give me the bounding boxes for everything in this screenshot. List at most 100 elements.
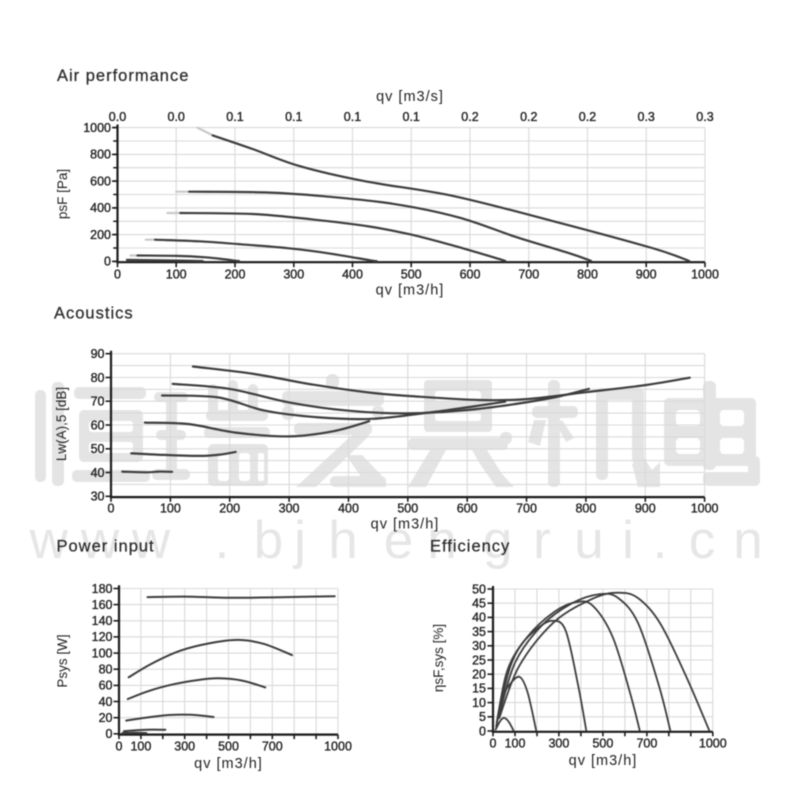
svg-text:Air performance: Air performance — [57, 67, 189, 85]
svg-text:w: w — [29, 511, 69, 570]
svg-text:140: 140 — [92, 614, 113, 628]
svg-text:g: g — [483, 511, 512, 570]
svg-text:25: 25 — [472, 653, 486, 667]
svg-text:100: 100 — [130, 740, 151, 754]
svg-text:500: 500 — [592, 737, 613, 751]
svg-text:0: 0 — [114, 268, 121, 282]
svg-text:60: 60 — [99, 679, 113, 693]
svg-text:160: 160 — [92, 598, 113, 612]
svg-text:b: b — [254, 511, 283, 570]
svg-text:c: c — [689, 511, 716, 570]
svg-text:0.2: 0.2 — [579, 110, 596, 124]
svg-text:qv [m3/s]: qv [m3/s] — [376, 89, 444, 105]
svg-text:0: 0 — [108, 502, 115, 516]
svg-text:300: 300 — [279, 502, 300, 516]
svg-text:0: 0 — [479, 724, 486, 738]
svg-text:700: 700 — [518, 268, 539, 282]
svg-text:700: 700 — [516, 502, 537, 516]
svg-text:70: 70 — [91, 395, 105, 409]
svg-text:qv [m3/h]: qv [m3/h] — [569, 753, 638, 769]
svg-text:400: 400 — [90, 201, 111, 215]
svg-text:100: 100 — [92, 646, 113, 660]
svg-text:0.2: 0.2 — [520, 110, 537, 124]
svg-text:qv [m3/h]: qv [m3/h] — [371, 517, 440, 533]
svg-text:40: 40 — [99, 695, 113, 709]
svg-text:120: 120 — [92, 630, 113, 644]
svg-text:400: 400 — [342, 268, 363, 282]
svg-text:Psys [W]: Psys [W] — [55, 634, 70, 687]
svg-text:0.2: 0.2 — [461, 110, 478, 124]
svg-text:700: 700 — [262, 740, 283, 754]
svg-text:30: 30 — [472, 639, 486, 653]
svg-text:100: 100 — [505, 737, 526, 751]
svg-text:j: j — [292, 511, 306, 570]
svg-text:1000: 1000 — [324, 740, 352, 754]
svg-text:0: 0 — [104, 255, 111, 269]
svg-text:900: 900 — [636, 268, 657, 282]
svg-text:900: 900 — [635, 502, 656, 516]
svg-text:0: 0 — [106, 727, 113, 741]
svg-text:300: 300 — [174, 740, 195, 754]
svg-text:0: 0 — [490, 737, 497, 751]
svg-text:5: 5 — [479, 710, 486, 724]
svg-text:0.1: 0.1 — [226, 110, 243, 124]
svg-text:w: w — [131, 511, 171, 570]
svg-text:60: 60 — [91, 418, 105, 432]
svg-text:200: 200 — [219, 502, 240, 516]
svg-text:40: 40 — [472, 611, 486, 625]
svg-text:r: r — [533, 511, 551, 570]
svg-text:600: 600 — [90, 174, 111, 188]
svg-text:10: 10 — [472, 696, 486, 710]
svg-text:300: 300 — [548, 737, 569, 751]
svg-text:0.0: 0.0 — [109, 110, 126, 124]
svg-text:ηsF,sys [%]: ηsF,sys [%] — [431, 624, 446, 692]
svg-text:0.3: 0.3 — [638, 110, 655, 124]
svg-text:180: 180 — [92, 582, 113, 596]
svg-text:300: 300 — [283, 268, 304, 282]
svg-text:200: 200 — [225, 268, 246, 282]
svg-text:n: n — [733, 511, 762, 570]
svg-text:u: u — [574, 511, 603, 570]
svg-text:800: 800 — [90, 148, 111, 162]
svg-text:0.0: 0.0 — [168, 110, 185, 124]
svg-text:90: 90 — [91, 347, 105, 361]
svg-text:500: 500 — [401, 268, 422, 282]
svg-text:40: 40 — [91, 466, 105, 480]
svg-text:1000: 1000 — [691, 268, 719, 282]
svg-text:.: . — [215, 511, 230, 570]
svg-text:1000: 1000 — [83, 121, 111, 135]
svg-text:50: 50 — [472, 582, 486, 596]
svg-text:Acoustics: Acoustics — [54, 305, 134, 323]
svg-text:e: e — [384, 511, 413, 570]
svg-text:psF [Pa]: psF [Pa] — [55, 169, 70, 219]
svg-text:200: 200 — [90, 228, 111, 242]
svg-text:80: 80 — [91, 371, 105, 385]
svg-text:0.3: 0.3 — [696, 110, 713, 124]
svg-text:100: 100 — [166, 268, 187, 282]
svg-text:1000: 1000 — [691, 502, 719, 516]
svg-text:500: 500 — [397, 502, 418, 516]
svg-text:n: n — [427, 511, 456, 570]
svg-text:50: 50 — [91, 442, 105, 456]
svg-text:15: 15 — [472, 682, 486, 696]
svg-text:w: w — [80, 511, 120, 570]
svg-text:35: 35 — [472, 625, 486, 639]
svg-text:1000: 1000 — [699, 737, 727, 751]
svg-text:0.1: 0.1 — [285, 110, 302, 124]
svg-text:0.1: 0.1 — [344, 110, 361, 124]
svg-text:800: 800 — [575, 502, 596, 516]
svg-text:i: i — [622, 511, 634, 570]
svg-text:80: 80 — [99, 663, 113, 677]
svg-text:500: 500 — [218, 740, 239, 754]
svg-text:45: 45 — [472, 597, 486, 611]
svg-text:0.1: 0.1 — [403, 110, 420, 124]
svg-text:600: 600 — [457, 502, 478, 516]
svg-text:800: 800 — [577, 268, 598, 282]
svg-text:Power input: Power input — [57, 537, 155, 555]
svg-text:600: 600 — [460, 268, 481, 282]
svg-text:Efficiency: Efficiency — [430, 537, 510, 555]
svg-text:700: 700 — [636, 737, 657, 751]
svg-text:qv [m3/h]: qv [m3/h] — [194, 756, 263, 772]
svg-text:qv [m3/h]: qv [m3/h] — [376, 283, 445, 299]
svg-text:Lw(A),5 [dB]: Lw(A),5 [dB] — [54, 387, 69, 461]
